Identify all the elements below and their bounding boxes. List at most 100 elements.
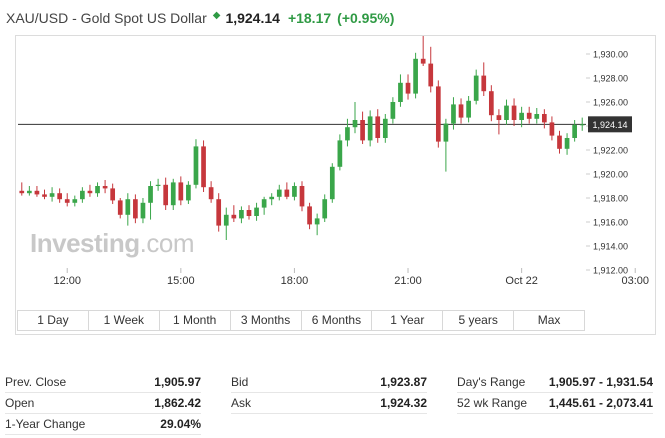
candle-body-down xyxy=(458,104,464,118)
range-button-max[interactable]: Max xyxy=(537,313,561,327)
investing-watermark: Investing.com xyxy=(30,228,194,259)
candle-body-up xyxy=(276,189,282,197)
candle-body-up xyxy=(367,116,373,141)
candle-body-down xyxy=(375,116,381,138)
candle-body-down xyxy=(208,187,214,200)
stat-value: 1,905.97 - 1,931.54 xyxy=(548,375,653,389)
candle-body-up xyxy=(322,199,328,219)
candle-body-down xyxy=(246,210,252,216)
candle-body-down xyxy=(428,63,434,87)
candle-body-up xyxy=(473,75,479,101)
candle-body-up xyxy=(170,182,176,206)
candle-body-down xyxy=(557,135,562,149)
stat-row: Ask 1,924.32 xyxy=(231,393,427,414)
stat-label: Open xyxy=(5,396,35,410)
x-tick-label: 18:00 xyxy=(281,275,309,287)
stats-column-2: Bid 1,923.87 Ask 1,924.32 xyxy=(231,372,427,414)
range-button-1-week[interactable]: 1 Week xyxy=(89,311,160,330)
candle-body-up xyxy=(239,210,244,219)
candlestick-chart: 1,912.00 1,914.00 1,916.00 1,918.00 1,920.00… xyxy=(18,36,649,287)
candle-body-down xyxy=(231,214,237,219)
candle-body-up xyxy=(564,138,570,149)
stat-row: 52 wk Range 1,445.61 - 2,073.41 xyxy=(457,393,653,414)
current-price-label-box xyxy=(588,116,632,133)
last-price: 1,924.14 xyxy=(225,10,280,26)
candle-body-up xyxy=(382,118,388,138)
candle-body-up xyxy=(466,100,471,118)
candle-body-up xyxy=(186,184,191,201)
candle-body-up xyxy=(572,124,577,138)
candle-body-down xyxy=(117,200,123,215)
candle-body-up xyxy=(398,82,403,102)
y-tick-label: 1,928.00 xyxy=(593,74,628,84)
candle-body-up xyxy=(292,186,297,197)
candle-body-up xyxy=(155,184,161,186)
candle-body-down xyxy=(42,194,47,197)
candle-body-down xyxy=(541,114,547,123)
candle-body-up xyxy=(413,58,418,94)
y-tick-label: 1,930.00 xyxy=(593,50,628,60)
stat-value: 1,924.32 xyxy=(380,396,427,410)
stat-label: Ask xyxy=(231,396,252,410)
stat-value: 29.04% xyxy=(160,417,201,431)
candle-body-down xyxy=(360,120,365,141)
candle-body-down xyxy=(307,206,312,225)
stat-row: Bid 1,923.87 xyxy=(231,372,427,393)
instrument-name: XAU/USD - Gold Spot US Dollar xyxy=(6,10,207,26)
stat-row: 1-Year Change 29.04% xyxy=(5,414,201,435)
range-button-1-year[interactable]: 1 Year xyxy=(372,311,444,330)
y-tick-label: 1,926.00 xyxy=(593,98,628,108)
candle-body-up xyxy=(193,146,199,185)
candle-body-down xyxy=(216,199,222,226)
up-arrow-icon: ◆ xyxy=(212,9,221,21)
y-tick-label: 1,918.00 xyxy=(593,194,628,204)
candle-body-up xyxy=(254,207,259,216)
candle-body-up xyxy=(390,102,396,119)
stat-label: 52 wk Range xyxy=(457,396,528,410)
x-tick-label: 12:00 xyxy=(53,275,81,287)
stat-value: 1,923.87 xyxy=(380,375,427,389)
range-button-3-months[interactable]: 3 Months xyxy=(231,311,302,330)
candle-body-down xyxy=(435,86,441,142)
candle-body-up xyxy=(125,199,131,215)
candle-body-up xyxy=(72,199,78,203)
candle-body-down xyxy=(178,182,184,201)
candle-body-down xyxy=(102,186,108,189)
range-button-5-years[interactable]: 5 years xyxy=(443,311,515,330)
candle-body-down xyxy=(110,188,116,201)
stat-value: 1,862.42 xyxy=(154,396,201,410)
candle-body-down xyxy=(299,186,305,207)
candle-body-up xyxy=(451,104,456,124)
stat-label: Day's Range xyxy=(457,375,526,389)
stat-label: 1-Year Change xyxy=(5,417,86,431)
watermark-brand: Investing xyxy=(30,228,140,258)
candle-body-up xyxy=(269,196,275,200)
candle-body-down xyxy=(405,82,411,94)
candle-body-up xyxy=(579,124,585,126)
candle-body-down xyxy=(64,199,70,203)
stats-column-3: Day's Range 1,905.97 - 1,931.54 52 wk Rang… xyxy=(457,372,653,414)
candle-body-up xyxy=(352,120,358,128)
stat-row: Day's Range 1,905.97 - 1,931.54 xyxy=(457,372,653,393)
candle-body-up xyxy=(443,123,449,142)
stat-value: 1,445.61 - 2,073.41 xyxy=(548,396,653,410)
candle-body-up xyxy=(95,186,100,194)
range-button-1-month[interactable]: 1 Month xyxy=(160,311,231,330)
candle-body-down xyxy=(57,193,63,200)
candle-body-down xyxy=(481,75,487,92)
candle-body-down xyxy=(420,58,426,64)
x-tick-label: 21:00 xyxy=(394,275,422,287)
range-button-1-day[interactable]: 1 Day xyxy=(18,311,89,330)
y-tick-label: 1,914.00 xyxy=(593,242,628,252)
candle-body-up xyxy=(261,199,267,208)
range-button-6-months[interactable]: 6 Months xyxy=(302,311,373,330)
candle-body-up xyxy=(329,166,335,200)
candle-body-down xyxy=(34,190,40,195)
candle-body-up xyxy=(27,190,32,194)
candle-body-up xyxy=(504,105,509,120)
price-change-percent: (+0.95%) xyxy=(337,10,395,26)
x-tick-label: 15:00 xyxy=(167,275,195,287)
candle-body-up xyxy=(223,214,229,226)
candle-body-up xyxy=(519,112,524,120)
candle-body-down xyxy=(488,91,494,116)
